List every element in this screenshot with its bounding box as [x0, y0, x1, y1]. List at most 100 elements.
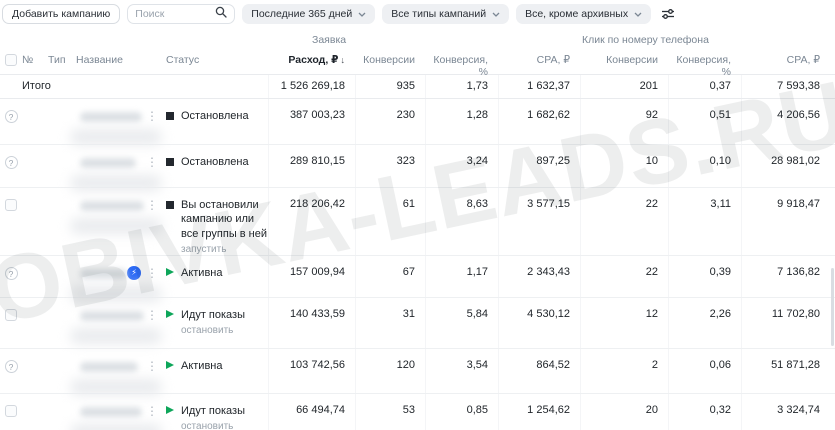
- campaign-name-redacted-smudge: [70, 378, 162, 395]
- campaign-name-redacted[interactable]: [80, 310, 144, 321]
- table-row: ⋮ Идут показы остановить 66 494,74 53 0,85 1 2…: [0, 393, 835, 430]
- search-input[interactable]: Поиск: [127, 4, 236, 24]
- totals-row: Итого 1 526 269,18 935 1,73 1 632,37 201…: [0, 75, 835, 99]
- cell-conversion-pct-2: 0,06: [668, 348, 741, 393]
- cell-expense: 140 433,59: [268, 297, 355, 348]
- col-conversion-pct-2[interactable]: Конверсия, %: [676, 54, 731, 78]
- column-group-header: Заявка Клик по номеру телефона: [0, 28, 835, 48]
- col-status: Статус: [166, 54, 200, 66]
- cell-cpa-1: 897,25: [498, 145, 580, 187]
- col-name: Название: [76, 54, 123, 66]
- campaign-name-redacted-smudge: [70, 327, 162, 344]
- toolbar: Добавить кампанию Поиск Последние 365 дн…: [0, 0, 835, 28]
- totals-conversions-2: 201: [580, 75, 668, 98]
- row-select-cell: [0, 394, 22, 430]
- status-action-link[interactable]: остановить: [181, 421, 234, 430]
- status-stopped-icon: [166, 112, 174, 120]
- campaign-name-redacted[interactable]: [80, 158, 136, 168]
- boost-badge-icon[interactable]: ⚡: [127, 265, 141, 280]
- cell-name: ⋮: [70, 394, 162, 430]
- group-label-phone-click: Клик по номеру телефона: [582, 34, 709, 46]
- totals-label: Итого: [22, 80, 51, 92]
- cell-conversion-pct-1: 8,63: [425, 188, 498, 255]
- table-row: ⋮ Идут показы остановить 140 433,59 31 5,84 4 …: [0, 297, 835, 349]
- col-cpa-2[interactable]: CPA, ₽: [786, 54, 820, 66]
- cell-type: [48, 394, 76, 430]
- add-campaign-button[interactable]: Добавить кампанию: [2, 4, 121, 24]
- cell-name: ⋮: [70, 298, 162, 348]
- select-all-checkbox[interactable]: [5, 54, 17, 66]
- help-icon[interactable]: ?: [4, 359, 18, 373]
- cell-cpa-1: 1 254,62: [498, 393, 580, 430]
- row-actions: ⋮: [144, 155, 160, 169]
- cell-cpa-1: 3 577,15: [498, 188, 580, 255]
- status-text-wrap: Идут показы остановить: [181, 404, 245, 430]
- cell-conversion-pct-1: 3,24: [425, 145, 498, 187]
- cell-status: Остановлена: [162, 145, 268, 187]
- cell-cpa-2: 3 324,74: [741, 393, 835, 430]
- campaign-name-redacted-smudge: [70, 218, 162, 234]
- cell-conversions-2: 22: [580, 188, 668, 255]
- row-checkbox[interactable]: [5, 308, 17, 321]
- status-action-link[interactable]: запустить: [181, 243, 227, 255]
- status-action-link[interactable]: остановить: [181, 325, 234, 337]
- cell-conversions-1: 61: [355, 188, 425, 255]
- col-conversions-1[interactable]: Конверсии: [363, 54, 415, 66]
- status-text: Активна: [181, 359, 223, 372]
- table-row: ⋮ Вы остановили кампанию или все группы в…: [0, 188, 835, 256]
- campaign-name-redacted-smudge: [70, 423, 162, 430]
- cell-cpa-2: 4 206,56: [741, 99, 835, 144]
- cell-cpa-1: 2 343,43: [498, 255, 580, 297]
- col-expense-sort[interactable]: Расход, ₽ ↓: [288, 54, 346, 66]
- row-select-cell: ?: [0, 349, 22, 393]
- row-menu-button[interactable]: ⋮: [146, 198, 158, 212]
- help-icon[interactable]: ?: [4, 110, 18, 123]
- status-text: Вы остановили кампанию или все группы в …: [181, 199, 268, 240]
- cell-conversion-pct-1: 0,85: [425, 393, 498, 430]
- cell-cpa-1: 864,52: [498, 348, 580, 393]
- campaign-name-redacted[interactable]: [80, 406, 142, 417]
- cell-conversions-1: 67: [355, 255, 425, 297]
- row-menu-button[interactable]: ⋮: [146, 265, 158, 280]
- row-checkbox[interactable]: [5, 404, 17, 417]
- campaign-name-redacted[interactable]: [80, 361, 138, 372]
- table-row: ? ⋮ Остановлена 387 003,23 230 1,28 1 682,62 92…: [0, 99, 835, 145]
- help-icon[interactable]: ?: [4, 156, 18, 169]
- status-text-wrap: Идут показы остановить: [181, 308, 245, 348]
- status-stopped-icon: [166, 158, 174, 166]
- table-row: ? ⚡ ⋮ Активна 157 009,94 67 1,17 2 343,43 22 0,39…: [0, 255, 835, 302]
- campaign-name-redacted[interactable]: [80, 201, 144, 211]
- totals-cpa-2: 7 593,38: [741, 75, 835, 98]
- campaign-name-redacted-smudge: [70, 129, 162, 145]
- row-menu-button[interactable]: ⋮: [146, 155, 158, 169]
- cell-conversion-pct-1: 3,54: [425, 348, 498, 393]
- cell-expense: 66 494,74: [268, 393, 355, 430]
- campaign-name-redacted[interactable]: [80, 268, 127, 279]
- col-conversion-pct-1[interactable]: Конверсия, %: [433, 54, 488, 78]
- col-cpa-1[interactable]: CPA, ₽: [536, 54, 570, 66]
- cell-name: ⚡ ⋮: [70, 256, 162, 302]
- cell-conversions-2: 22: [580, 255, 668, 297]
- chevron-down-icon: [492, 12, 500, 17]
- status-text-wrap: Остановлена: [181, 155, 249, 187]
- col-conversions-2[interactable]: Конверсии: [606, 54, 658, 66]
- row-checkbox[interactable]: [5, 199, 17, 211]
- archive-filter-dropdown[interactable]: Все, кроме архивных: [516, 4, 652, 24]
- row-menu-button[interactable]: ⋮: [146, 307, 158, 322]
- campaign-name-redacted-smudge: [70, 175, 162, 191]
- campaign-type-dropdown[interactable]: Все типы кампаний: [382, 4, 510, 24]
- cell-expense: 289 810,15: [268, 145, 355, 187]
- cell-cpa-2: 51 871,28: [741, 348, 835, 393]
- row-menu-button[interactable]: ⋮: [146, 403, 158, 418]
- row-menu-button[interactable]: ⋮: [146, 109, 158, 123]
- row-menu-button[interactable]: ⋮: [146, 358, 158, 373]
- date-range-dropdown[interactable]: Последние 365 дней: [242, 4, 376, 24]
- help-icon[interactable]: ?: [4, 266, 18, 280]
- campaign-name-redacted[interactable]: [80, 112, 142, 122]
- sort-desc-icon: ↓: [340, 55, 346, 65]
- filter-settings-button[interactable]: [658, 4, 678, 24]
- cell-name: ⋮: [70, 349, 162, 395]
- vertical-scrollbar[interactable]: [831, 268, 834, 346]
- cell-conversion-pct-2: 0,39: [668, 255, 741, 297]
